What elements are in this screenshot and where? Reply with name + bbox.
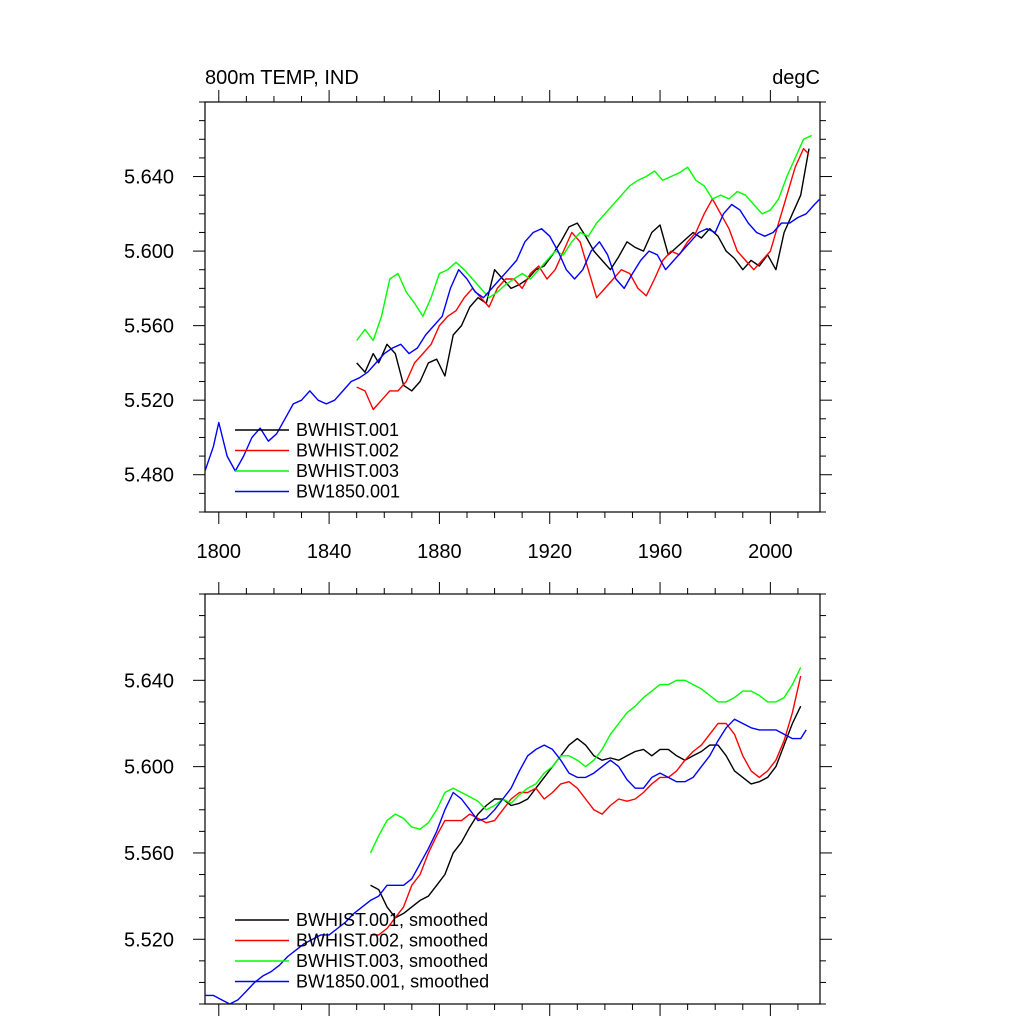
- y-tick-label: 5.640: [124, 167, 174, 189]
- y-tick-label: 5.600: [124, 757, 174, 779]
- y-tick-label: 5.560: [124, 843, 174, 865]
- series-line-bwhist-003-smoothed: [369, 667, 802, 854]
- y-tick-label: 5.640: [124, 670, 174, 692]
- x-tick-label: 1840: [307, 541, 352, 563]
- y-tick-label: 5.600: [124, 241, 174, 263]
- y-tick-label: 5.480: [124, 465, 174, 487]
- legend-label: BW1850.001: [296, 482, 400, 502]
- bottom-axis-ticks: 5.520 5.560 5.600 5.640: [124, 582, 832, 1016]
- top-panel-title: 800m TEMP, IND: [205, 67, 359, 89]
- y-tick-label: 5.520: [124, 929, 174, 951]
- top-panel-units: degC: [772, 67, 820, 89]
- x-tick-label: 1800: [197, 541, 242, 563]
- series-line-bw1850-001: [205, 198, 820, 472]
- legend-label: BWHIST.002: [296, 441, 399, 461]
- x-tick-label: 1920: [527, 541, 572, 563]
- legend-label: BWHIST.001, smoothed: [296, 910, 488, 930]
- top-series-group: [205, 134, 820, 472]
- top-axis-ticks: 1800 1840 1880 1920 1960 2000 5.480 5.520 5.560 5…: [124, 90, 832, 563]
- top-panel: 800m TEMP, IND degC 1800 1840 1880 1920 1960…: [124, 67, 832, 563]
- bottom-panel: 5.520 5.560 5.600 5.640 BWHIST.001, smoothe…: [124, 582, 832, 1016]
- x-tick-label: 1960: [638, 541, 683, 563]
- series-line-bwhist-003: [356, 134, 812, 342]
- series-line-bwhist-002: [356, 147, 810, 411]
- legend-label: BWHIST.003: [296, 461, 399, 481]
- x-tick-label: 1880: [417, 541, 462, 563]
- series-line-bw1850-001-smoothed: [205, 718, 807, 1004]
- bottom-plot-frame: [204, 593, 821, 1005]
- y-tick-label: 5.520: [124, 390, 174, 412]
- series-line-bwhist-001-smoothed: [370, 705, 802, 919]
- series-line-bwhist-001: [356, 148, 810, 392]
- bottom-series-group: [205, 667, 807, 1004]
- series-line-bwhist-002-smoothed: [370, 675, 802, 936]
- legend-label: BW1850.001, smoothed: [296, 972, 489, 992]
- x-tick-label: 2000: [748, 541, 793, 563]
- y-tick-label: 5.560: [124, 316, 174, 338]
- legend-label: BWHIST.002, smoothed: [296, 931, 488, 951]
- legend-label: BWHIST.001: [296, 420, 399, 440]
- legend-label: BWHIST.003, smoothed: [296, 951, 488, 971]
